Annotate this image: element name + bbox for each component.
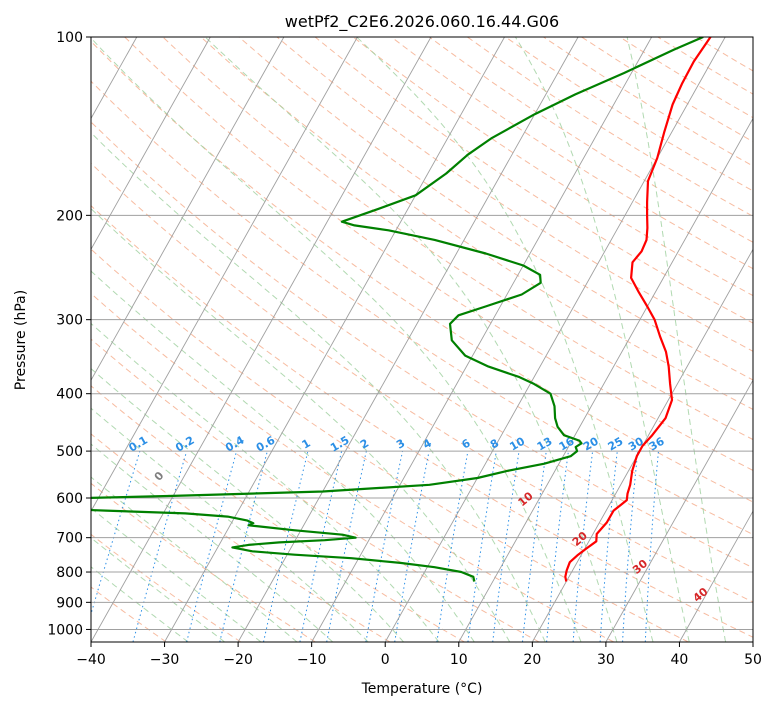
mixing-ratio-line [436, 451, 469, 642]
dry-adiabat-line [200, 37, 753, 410]
moist-adiabat-line [514, 37, 690, 642]
temperature-line [564, 37, 712, 582]
x-tick-label: 0 [381, 652, 390, 668]
moist-adiabat-line [91, 407, 369, 642]
isotherm-line [311, 37, 653, 642]
y-axis: 100 200 300 400 500 600 700 800 900 1000 [47, 30, 91, 638]
isotherm-line [91, 37, 358, 513]
isotherm-line [91, 37, 285, 382]
mixing-ratio-line [546, 451, 569, 642]
x-tick-label: 10 [450, 652, 468, 668]
isotherm-line [458, 117, 753, 642]
x-tick-label: −20 [223, 652, 253, 668]
isotherm-line [164, 37, 505, 642]
mixing-ratio-line [644, 451, 659, 642]
mixing-ratio-line [326, 450, 367, 642]
dry-adiabat-line [91, 533, 242, 642]
y-tick-label: 500 [56, 444, 83, 460]
mixing-ratio-line [622, 451, 639, 642]
y-tick-label: 300 [56, 313, 83, 329]
x-tick-label: −10 [297, 652, 327, 668]
moist-adiabat-line [626, 37, 727, 642]
x-tick-label: 20 [523, 652, 541, 668]
isotherm-line [679, 510, 753, 642]
dry-adiabats [91, 37, 753, 642]
moist-adiabat-line [91, 443, 334, 642]
mixing-ratio-line [467, 451, 497, 642]
dry-adiabat-line [91, 162, 753, 603]
dry-adiabat-line [91, 80, 753, 536]
isotherm-line [91, 37, 432, 642]
x-tick-label: 40 [671, 652, 689, 668]
x-axis: −40 −30 −20 −10 0 10 20 30 40 50 [76, 642, 762, 668]
dry-adiabat-line [238, 37, 753, 381]
y-tick-label: 600 [56, 491, 83, 507]
y-tick-label: 100 [56, 30, 83, 46]
plot-frame [90, 36, 754, 643]
dewpoint-line [91, 37, 704, 582]
dry-adiabat-line [91, 205, 753, 638]
y-tick-label: 800 [56, 565, 83, 581]
y-tick-label: 400 [56, 387, 83, 403]
isotherm-line [531, 248, 753, 642]
y-tick-label: 200 [56, 208, 83, 224]
y-tick-label: 900 [56, 595, 83, 611]
isobar-grid [91, 37, 753, 630]
x-tick-label: 30 [597, 652, 615, 668]
dry-adiabat-line [91, 121, 753, 569]
moist-adiabat-line [204, 37, 618, 642]
moist-adiabat-line [91, 37, 582, 642]
dry-adiabat-line [276, 37, 753, 352]
dry-adiabat-line [352, 37, 753, 297]
isotherm-line [605, 379, 753, 642]
dry-adiabat-line [91, 385, 465, 642]
mixing-ratio-line [365, 451, 403, 642]
mixing-ratio-line [572, 451, 594, 642]
y-tick-label: 700 [56, 531, 83, 547]
x-tick-label: −40 [76, 652, 106, 668]
moist-adiabat-line [91, 322, 440, 642]
mixing-ratio-line [599, 451, 618, 642]
y-tick-label: 1000 [47, 622, 83, 638]
dry-adiabat-line [91, 248, 689, 642]
chart-title: wetPf2_C2E6.2026.060.16.44.G06 [285, 12, 559, 32]
isotherm-line [384, 37, 726, 642]
moist-adiabats [91, 37, 727, 642]
x-axis-title: Temperature (°C) [361, 681, 483, 697]
y-axis-title: Pressure (hPa) [13, 290, 29, 390]
moist-adiabat-line [91, 270, 475, 642]
dry-adiabat-line [91, 586, 167, 642]
x-tick-label: 50 [744, 652, 762, 668]
moist-adiabat-line [356, 37, 654, 642]
mixing-ratio-line [522, 451, 547, 642]
isotherm-line [91, 37, 211, 251]
dry-adiabat-line [91, 433, 391, 642]
mixing-ratio-line [492, 451, 520, 642]
x-tick-label: −30 [150, 652, 180, 668]
mixing-ratio-line [91, 450, 141, 616]
dry-adiabat-line [91, 40, 753, 503]
